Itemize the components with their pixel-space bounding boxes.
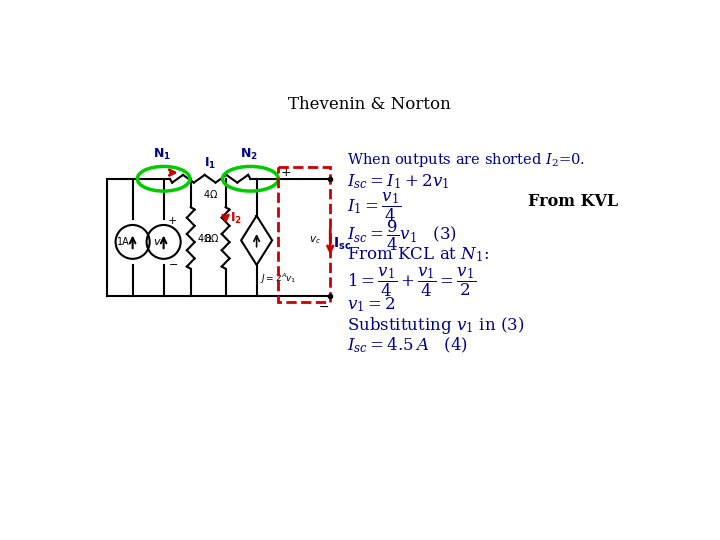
Text: Thevenin & Norton: Thevenin & Norton: [287, 96, 451, 113]
Text: $4\Omega$: $4\Omega$: [202, 188, 217, 200]
Text: $I_1 = \dfrac{v_1}{4}$: $I_1 = \dfrac{v_1}{4}$: [347, 190, 402, 224]
Text: $\mathbf{I_2}$: $\mathbf{I_2}$: [230, 211, 242, 226]
Text: When outputs are shorted $I_2$=0.: When outputs are shorted $I_2$=0.: [347, 151, 585, 169]
Text: $\mathbf{I_{sc}}$: $\mathbf{I_{sc}}$: [333, 235, 351, 252]
Text: $\mathbf{N_2}$: $\mathbf{N_2}$: [240, 147, 258, 162]
Text: $1 = \dfrac{v_1}{4} + \dfrac{v_1}{4} = \dfrac{v_1}{2}$: $1 = \dfrac{v_1}{4} + \dfrac{v_1}{4} = \…: [347, 265, 477, 299]
Text: $-$: $-$: [168, 258, 178, 268]
Text: +: +: [281, 166, 292, 179]
Text: From KCL at $N_1$:: From KCL at $N_1$:: [347, 246, 490, 265]
Text: 1A: 1A: [117, 237, 130, 247]
Text: $4\Omega$: $4\Omega$: [197, 232, 212, 244]
Text: $v_1 = 2$: $v_1 = 2$: [347, 296, 396, 314]
Text: +: +: [168, 216, 177, 226]
Text: From KVL: From KVL: [528, 193, 618, 211]
Text: Substituting $v_1$ in (3): Substituting $v_1$ in (3): [347, 315, 525, 336]
Text: $I_{sc} = \dfrac{9}{4}v_1 \quad$(3): $I_{sc} = \dfrac{9}{4}v_1 \quad$(3): [347, 219, 457, 253]
Text: $\mathbf{I_1}$: $\mathbf{I_1}$: [204, 156, 216, 171]
Text: $I_{sc} = I_1 + 2v_1$: $I_{sc} = I_1 + 2v_1$: [347, 173, 449, 191]
Bar: [277, 167, 330, 302]
Text: $I_{sc} = 4.5 \, A \quad$(4): $I_{sc} = 4.5 \, A \quad$(4): [347, 336, 468, 355]
Text: $\mathbf{N_1}$: $\mathbf{N_1}$: [153, 147, 171, 162]
Text: $-$: $-$: [318, 300, 330, 313]
Text: $8\Omega$: $8\Omega$: [204, 232, 220, 244]
Text: $v$: $v$: [153, 237, 161, 247]
Text: $v_c$: $v_c$: [309, 234, 321, 246]
Text: $J{=}2^Av_1$: $J{=}2^Av_1$: [261, 271, 297, 286]
